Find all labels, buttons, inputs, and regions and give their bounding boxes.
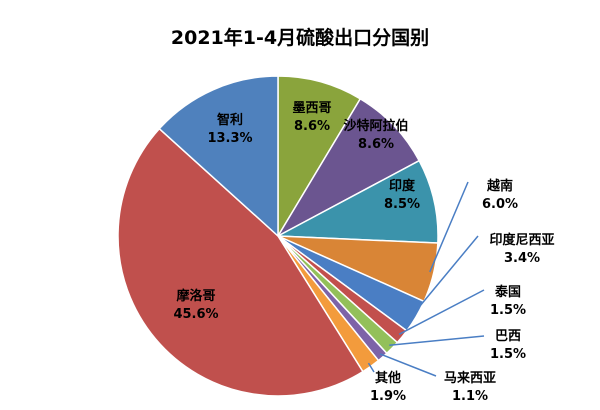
slice-label-2: 印度	[389, 178, 416, 194]
slice-label-8: 其他	[375, 370, 401, 386]
leader-line-7	[379, 353, 437, 377]
slice-label-5: 泰国	[494, 284, 521, 300]
slice-value-0: 8.6%	[294, 119, 330, 134]
slice-value-9: 45.6%	[173, 307, 218, 322]
pie-slice-10	[158, 75, 279, 238]
slice-labels: 墨西哥 8.6% 沙特阿拉伯 8.6% 印度 8.5% 越南 6.0% 印度尼西亚 3.4% 泰国 1…	[173, 100, 554, 404]
slice-label-7: 马来西亚	[444, 370, 496, 386]
chart-title: 2021年1-4月硫酸出口分国别	[171, 26, 429, 49]
slice-label-4: 印度尼西亚	[489, 232, 554, 248]
slice-value-2: 8.5%	[384, 197, 420, 212]
slice-label-9: 摩洛哥	[176, 288, 215, 304]
leader-line-3	[429, 181, 469, 273]
leader-lines	[367, 181, 485, 377]
slice-value-8: 1.9%	[370, 389, 406, 404]
pie-slice-1	[275, 97, 421, 238]
slice-value-10: 13.3%	[207, 131, 252, 146]
pie-slices	[117, 75, 439, 397]
slice-value-1: 8.6%	[358, 137, 394, 152]
slice-label-10: 智利	[217, 112, 243, 128]
pie-slice-0	[277, 75, 362, 239]
leader-line-4	[412, 235, 479, 316]
leader-line-5	[398, 289, 485, 335]
slice-label-0: 墨西哥	[292, 100, 331, 116]
pie-slice-9	[117, 127, 364, 397]
slice-label-3: 越南	[486, 178, 513, 194]
pie-slice-2	[275, 159, 439, 244]
slice-label-1: 沙特阿拉伯	[343, 118, 408, 134]
leader-line-8	[367, 362, 375, 373]
slice-value-7: 1.1%	[452, 389, 488, 404]
slice-label-6: 巴西	[495, 329, 521, 344]
slice-value-3: 6.0%	[482, 197, 518, 212]
slice-value-5: 1.5%	[490, 303, 526, 318]
slice-value-4: 3.4%	[504, 251, 540, 266]
slice-value-6: 1.5%	[490, 347, 526, 362]
leader-line-6	[389, 335, 485, 347]
